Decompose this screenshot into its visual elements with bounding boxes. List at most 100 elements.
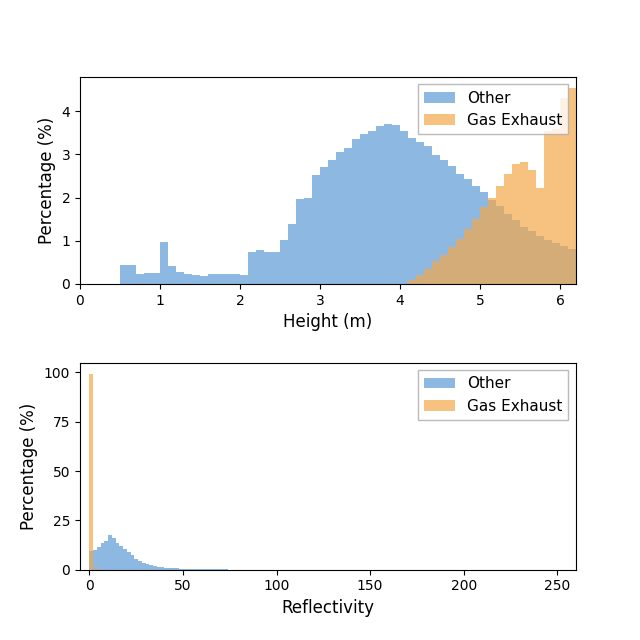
Bar xyxy=(120,266,128,284)
Bar xyxy=(161,567,164,570)
Bar xyxy=(568,88,576,284)
Bar xyxy=(416,142,424,284)
Bar xyxy=(208,274,216,284)
Bar xyxy=(528,170,536,284)
Bar xyxy=(256,250,264,284)
Bar xyxy=(131,555,134,570)
Bar xyxy=(93,550,97,570)
Bar xyxy=(168,568,172,570)
Bar xyxy=(288,225,296,284)
Bar xyxy=(480,207,488,284)
Bar xyxy=(280,240,288,284)
Bar xyxy=(360,134,368,284)
Bar xyxy=(296,199,304,284)
Bar xyxy=(304,198,312,284)
Bar xyxy=(536,236,544,284)
Bar xyxy=(488,200,496,284)
Bar xyxy=(248,252,256,284)
Bar xyxy=(568,250,576,284)
Bar xyxy=(138,561,142,570)
Bar xyxy=(544,240,552,284)
Bar xyxy=(142,563,145,570)
Bar xyxy=(264,252,272,284)
Bar xyxy=(145,564,149,570)
Bar xyxy=(108,535,112,570)
Bar xyxy=(536,188,544,284)
Bar xyxy=(168,266,176,284)
Bar xyxy=(144,273,152,284)
Bar xyxy=(216,275,224,284)
Bar xyxy=(424,146,432,284)
Bar xyxy=(184,275,192,284)
X-axis label: Reflectivity: Reflectivity xyxy=(282,599,374,617)
Bar xyxy=(456,239,464,284)
Bar xyxy=(440,255,448,284)
Bar xyxy=(432,261,440,284)
Bar xyxy=(175,568,179,570)
Bar xyxy=(480,193,488,284)
Bar xyxy=(472,219,480,284)
Bar xyxy=(119,546,123,570)
Bar xyxy=(368,131,376,284)
Bar xyxy=(127,552,131,570)
Bar xyxy=(172,568,175,570)
Bar xyxy=(544,131,552,284)
Bar xyxy=(512,220,520,284)
Bar xyxy=(104,541,108,570)
Bar xyxy=(520,162,528,284)
Bar xyxy=(504,214,512,284)
Legend: Other, Gas Exhaust: Other, Gas Exhaust xyxy=(418,370,568,420)
Bar xyxy=(552,129,560,284)
Bar xyxy=(552,243,560,284)
Bar xyxy=(192,275,200,284)
Bar xyxy=(328,159,336,284)
Bar xyxy=(123,549,127,570)
Y-axis label: Percentage (%): Percentage (%) xyxy=(38,116,56,244)
Bar xyxy=(90,551,93,570)
Bar xyxy=(157,566,161,570)
Bar xyxy=(149,565,153,570)
Bar xyxy=(134,559,138,570)
Bar xyxy=(136,275,144,284)
Bar xyxy=(176,272,184,284)
Legend: Other, Gas Exhaust: Other, Gas Exhaust xyxy=(418,84,568,134)
Bar xyxy=(376,127,384,284)
Bar xyxy=(336,152,344,284)
Bar xyxy=(488,198,496,284)
Bar xyxy=(424,269,432,284)
Bar xyxy=(352,140,360,284)
Bar xyxy=(116,543,119,570)
Bar xyxy=(576,121,584,284)
Bar xyxy=(90,374,93,570)
Bar xyxy=(408,138,416,284)
Bar xyxy=(153,566,157,570)
Bar xyxy=(232,275,240,284)
Bar xyxy=(272,252,280,284)
Bar xyxy=(164,568,168,570)
Bar xyxy=(472,186,480,284)
Bar xyxy=(528,231,536,284)
Bar xyxy=(576,252,584,284)
Bar xyxy=(416,275,424,284)
Bar xyxy=(179,568,183,570)
Bar xyxy=(560,246,568,284)
Bar xyxy=(392,125,400,284)
Bar xyxy=(520,227,528,284)
Bar xyxy=(312,175,320,284)
Bar xyxy=(456,174,464,284)
Bar xyxy=(128,266,136,284)
Bar xyxy=(512,164,520,284)
Bar xyxy=(112,538,116,570)
X-axis label: Height (m): Height (m) xyxy=(284,313,372,331)
Bar xyxy=(504,174,512,284)
Bar xyxy=(183,569,187,570)
Y-axis label: Percentage (%): Percentage (%) xyxy=(20,403,38,530)
Bar xyxy=(432,156,440,284)
Bar xyxy=(224,274,232,284)
Bar xyxy=(440,159,448,284)
Bar xyxy=(408,280,416,284)
Bar xyxy=(384,124,392,284)
Bar xyxy=(200,276,208,284)
Bar xyxy=(97,547,100,570)
Bar xyxy=(464,228,472,284)
